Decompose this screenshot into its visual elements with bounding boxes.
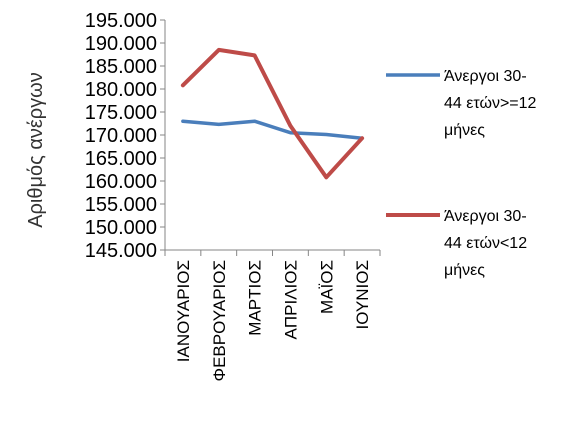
y-tick-label: 185.000 bbox=[85, 56, 157, 78]
x-tick-label: ΙΑΝΟΥΑΡΙΟΣ bbox=[174, 260, 193, 362]
y-tick-label: 165.000 bbox=[85, 148, 157, 170]
y-tick-label: 190.000 bbox=[85, 33, 157, 55]
legend-label-1: μήνες bbox=[444, 122, 485, 139]
y-tick-label: 160.000 bbox=[85, 171, 157, 193]
x-axis: ΙΑΝΟΥΑΡΙΟΣ ΦΕΒΡΟΥΑΡΙΟΣ ΜΑΡΤΙΟΣ ΑΠΡΙΛΙΟΣ ΜΑΪΟ… bbox=[164, 249, 381, 381]
x-tick-label: ΜΑΡΤΙΟΣ bbox=[246, 260, 265, 336]
y-tick-label: 180.000 bbox=[85, 79, 157, 101]
y-axis-label: Αριθμός ανέργων bbox=[25, 72, 47, 228]
legend-label-1: Άνεργοι 30- bbox=[444, 68, 527, 85]
y-tick-label: 195.000 bbox=[85, 10, 157, 32]
y-tick-label: 170.000 bbox=[85, 125, 157, 147]
x-tick-label: ΙΟΥΝΙΟΣ bbox=[353, 260, 372, 329]
legend: Άνεργοι 30- 44 ετών>=12 μήνες Άνεργοι 30- 44… bbox=[386, 68, 537, 279]
y-tick-label: 175.000 bbox=[85, 102, 157, 124]
x-tick-label: ΑΠΡΙΛΙΟΣ bbox=[281, 260, 300, 340]
series-lines bbox=[180, 47, 365, 180]
y-tick-label: 150.000 bbox=[85, 217, 157, 239]
x-tick-label: ΦΕΒΡΟΥΑΡΙΟΣ bbox=[210, 260, 229, 381]
legend-label-1: 44 ετών>=12 bbox=[444, 95, 537, 112]
legend-label-2: 44 ετών<12 bbox=[444, 235, 527, 252]
series-line-1 bbox=[181, 119, 364, 140]
series-line-2 bbox=[180, 47, 365, 180]
y-axis: 195.000190.000185.000180.000175.000170.0… bbox=[85, 10, 166, 262]
y-tick-label: 155.000 bbox=[85, 194, 157, 216]
legend-label-2: Άνεργοι 30- bbox=[444, 208, 527, 225]
y-tick-label: 145.000 bbox=[85, 240, 157, 262]
legend-label-2: μήνες bbox=[444, 262, 485, 279]
x-tick-label: ΜΑΪΟΣ bbox=[317, 260, 336, 314]
